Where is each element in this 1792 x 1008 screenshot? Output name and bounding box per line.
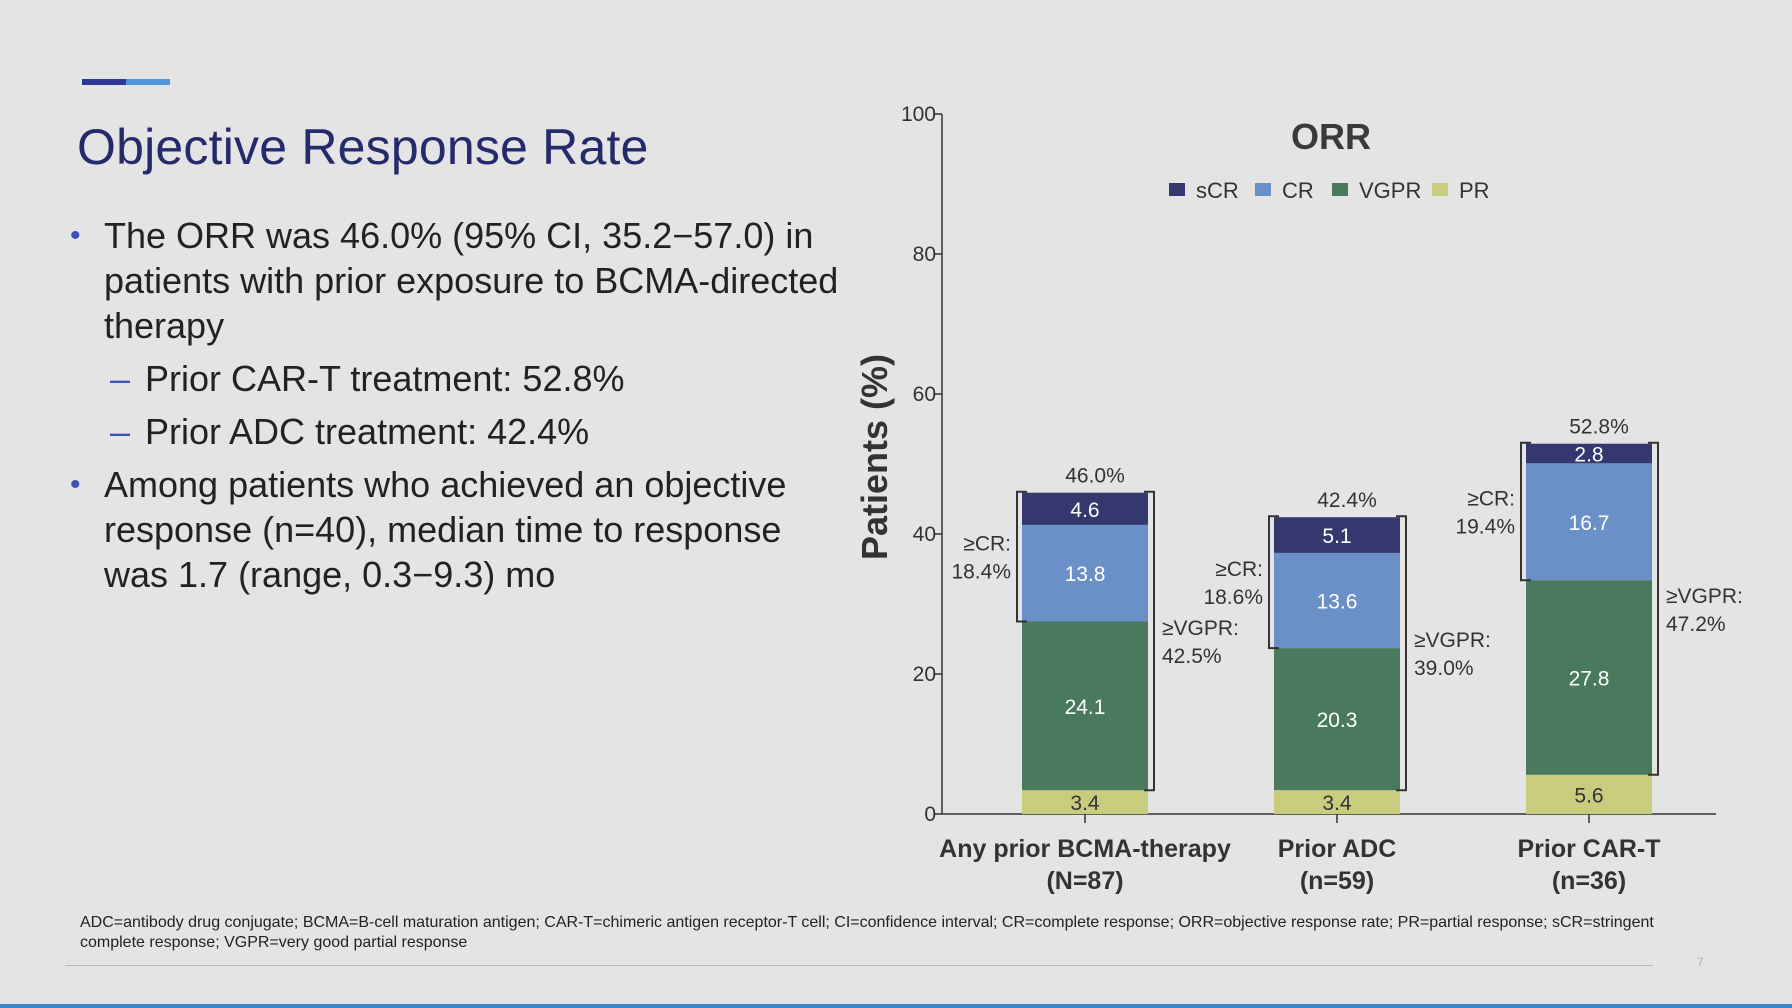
footer-divider	[65, 965, 1653, 966]
data-label: 24.1	[1065, 696, 1106, 719]
legend-swatch-pr	[1432, 183, 1448, 196]
y-tick-label: 60	[913, 383, 936, 406]
x-category-n-label: (N=87)	[1046, 867, 1123, 895]
y-tick-label: 20	[913, 663, 936, 686]
data-label: 13.8	[1065, 563, 1106, 586]
total-label: 52.8%	[1569, 416, 1629, 439]
total-label: 46.0%	[1065, 465, 1125, 488]
vgpr-bracket	[1144, 490, 1155, 792]
x-category-n-label: (n=36)	[1552, 867, 1626, 895]
sub-bullet-text: Prior ADC treatment: 42.4%	[145, 411, 590, 452]
bottom-accent-strip	[0, 1004, 1792, 1008]
bar-segment-scr	[1526, 443, 1652, 464]
cr-bracket	[1520, 441, 1531, 582]
x-category-label: Prior CAR-T	[1517, 835, 1660, 863]
data-label: 3.4	[1070, 792, 1100, 815]
dash-icon: –	[110, 358, 131, 399]
footnote: ADC=antibody drug conjugate; BCMA=B-cell…	[80, 914, 1654, 951]
cr-annotation-label: ≥CR:	[963, 533, 1011, 556]
data-label: 2.8	[1574, 444, 1603, 467]
cr-annotation-value: 18.4%	[951, 561, 1011, 584]
x-category-n-label: (n=59)	[1300, 867, 1374, 895]
data-label: 5.1	[1322, 525, 1351, 548]
dash-icon: –	[110, 411, 131, 452]
legend-label-pr: PR	[1459, 178, 1490, 203]
accent-light-segment	[126, 79, 170, 85]
accent-dark-segment	[82, 79, 126, 85]
sub-bullet-item: – Prior ADC treatment: 42.4%	[70, 409, 840, 454]
bar-segment-pr	[1274, 790, 1400, 814]
legend-label-vgpr: VGPR	[1359, 178, 1421, 203]
bullet-text: Among patients who achieved an objective…	[104, 464, 787, 595]
vgpr-annotation-value: 42.5%	[1162, 645, 1222, 668]
data-label: 4.6	[1070, 499, 1099, 522]
page-number: 7	[1697, 955, 1704, 969]
data-label: 16.7	[1569, 512, 1610, 535]
bullet-dot-icon: •	[70, 468, 81, 501]
bar-segment-pr	[1526, 774, 1652, 814]
vgpr-bracket	[1396, 515, 1407, 792]
cr-bracket	[1268, 515, 1279, 650]
legend-swatch-vgpr	[1332, 183, 1348, 196]
bullet-text: The ORR was 46.0% (95% CI, 35.2−57.0) in…	[104, 215, 839, 346]
cr-annotation-value: 19.4%	[1455, 515, 1515, 538]
vgpr-annotation-label: ≥VGPR:	[1414, 629, 1491, 652]
cr-annotation-label: ≥CR:	[1467, 487, 1515, 510]
cr-annotation-value: 18.6%	[1203, 586, 1263, 609]
bullet-dot-icon: •	[70, 219, 81, 252]
bullet-item: • Among patients who achieved an objecti…	[70, 462, 840, 597]
bar-segment-cr	[1274, 552, 1400, 649]
bar-segment-vgpr	[1022, 621, 1148, 791]
bar-segment-scr	[1274, 517, 1400, 553]
vgpr-annotation-value: 47.2%	[1666, 613, 1726, 636]
data-label: 20.3	[1317, 709, 1358, 732]
data-label: 27.8	[1569, 668, 1610, 691]
vgpr-annotation-label: ≥VGPR:	[1162, 617, 1239, 640]
bar-segment-pr	[1022, 790, 1148, 814]
sub-bullet-text: Prior CAR-T treatment: 52.8%	[145, 358, 625, 399]
data-label: 3.4	[1322, 792, 1352, 815]
cr-bracket	[1016, 490, 1027, 623]
legend-label-cr: CR	[1282, 178, 1314, 203]
x-category-label: Any prior BCMA-therapy	[939, 835, 1231, 863]
legend-swatch-cr	[1255, 183, 1271, 196]
data-label: 13.6	[1317, 591, 1358, 614]
plot-area: 0 20 40 60 80 100 3.4 24.1 13.8 4.6 46.0% ≥CR: 18.4%…	[901, 103, 1743, 895]
bullet-list: • The ORR was 46.0% (95% CI, 35.2−57.0) …	[70, 213, 840, 597]
total-label: 42.4%	[1317, 489, 1377, 512]
y-tick-label: 0	[924, 803, 936, 826]
vgpr-annotation-label: ≥VGPR:	[1666, 585, 1743, 608]
y-tick-label: 80	[913, 243, 936, 266]
bar-segment-vgpr	[1274, 648, 1400, 791]
legend-label-scr: sCR	[1196, 178, 1239, 203]
slide-title: Objective Response Rate	[77, 119, 649, 175]
bar-segment-scr	[1022, 492, 1148, 525]
legend-swatch-scr	[1169, 183, 1185, 196]
y-tick-label: 100	[901, 103, 936, 126]
data-label: 5.6	[1574, 784, 1603, 807]
vgpr-annotation-value: 39.0%	[1414, 657, 1474, 680]
chart-title: ORR	[1291, 116, 1371, 157]
bullet-item: • The ORR was 46.0% (95% CI, 35.2−57.0) …	[70, 213, 840, 348]
bar-segment-vgpr	[1526, 580, 1652, 775]
bar-segment-cr	[1022, 524, 1148, 622]
sub-bullet-item: – Prior CAR-T treatment: 52.8%	[70, 356, 840, 401]
vgpr-bracket	[1648, 441, 1659, 776]
bar-segment-cr	[1526, 463, 1652, 581]
chart-legend: sCR CR VGPR PR	[1169, 178, 1490, 203]
y-tick-label: 40	[913, 523, 936, 546]
y-axis-label: Patients (%)	[854, 354, 895, 560]
x-category-label: Prior ADC	[1278, 835, 1397, 863]
cr-annotation-label: ≥CR:	[1215, 558, 1263, 581]
